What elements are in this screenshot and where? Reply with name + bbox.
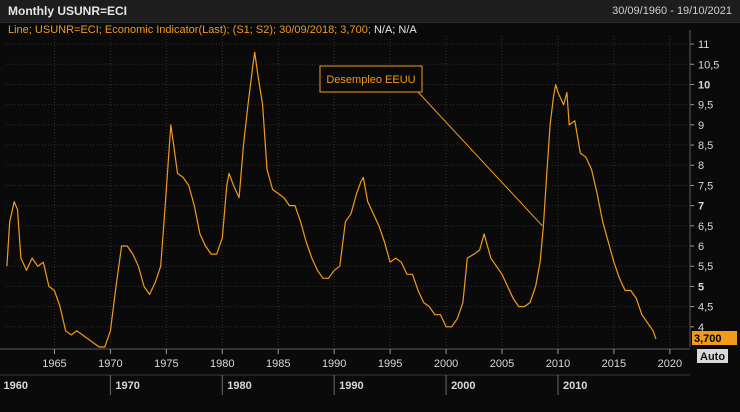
annotation-label: Desempleo EEUU <box>326 74 415 86</box>
y-tick-label: 8 <box>698 160 704 172</box>
x-tick-label: 1980 <box>210 358 234 370</box>
date-range[interactable]: 30/09/1960 - 19/10/2021 <box>612 5 732 17</box>
y-tick-label: 11 <box>698 39 709 51</box>
chart-title-bar: Monthly USUNR=ECI 30/09/1960 - 19/10/202… <box>0 0 740 23</box>
y-tick-label: 7 <box>698 201 704 213</box>
x-tick-label: 1985 <box>266 358 290 370</box>
x-tick-label: 2000 <box>434 358 458 370</box>
series-group <box>6 51 657 348</box>
auto-scale-label: Auto <box>700 351 725 363</box>
annotation-leader-line <box>417 91 543 227</box>
annotation-box[interactable] <box>319 65 423 93</box>
x-tick-label: 1975 <box>154 358 178 370</box>
y-tick-label: 9 <box>698 120 704 132</box>
legend-series-text: Line; USUNR=ECI; Economic Indicator(Last… <box>8 24 371 36</box>
x-tick-label: 2015 <box>602 358 626 370</box>
legend-na-value-1: N/A <box>373 24 393 36</box>
grid-lines <box>6 36 690 347</box>
x-major-label: 2000 <box>451 380 475 392</box>
x-tick-label: 2010 <box>546 358 570 370</box>
series-line[interactable] <box>6 51 657 348</box>
x-tick-label: 1970 <box>98 358 122 370</box>
last-value-badge <box>692 331 737 345</box>
y-tick-label: 6 <box>698 241 704 253</box>
y-tick-label: 10,5 <box>698 59 719 71</box>
x-major-label: 1980 <box>227 380 251 392</box>
x-major-label: 1970 <box>115 380 139 392</box>
x-tick-label: 1990 <box>322 358 346 370</box>
y-tick-label: 6,5 <box>698 221 713 233</box>
y-axis[interactable]: 4 4,5 5 5,5 6 6,5 7 7,5 8 8,5 9 9,5 10 10,5 11 <box>689 30 719 347</box>
y-tick-label: 5 <box>698 281 704 293</box>
x-tick-label: 1995 <box>378 358 402 370</box>
x-major-label: 1990 <box>339 380 363 392</box>
x-axis[interactable]: 1965 1970 1975 1980 1985 1990 1995 2000 2005 2010… <box>0 348 690 395</box>
chart-title: Monthly USUNR=ECI <box>8 4 128 18</box>
x-tick-label: 2020 <box>658 358 682 370</box>
y-tick-label: 7,5 <box>698 180 713 192</box>
y-tick-label: 4,5 <box>698 302 713 314</box>
x-major-label: 2010 <box>563 380 587 392</box>
legend-na-value-2: N/A <box>398 24 417 36</box>
x-tick-label: 2005 <box>490 358 514 370</box>
y-tick-label: 9,5 <box>698 100 713 112</box>
y-tick-label: 8,5 <box>698 140 713 152</box>
legend-separator: ; <box>392 24 396 36</box>
annotation-group: Desempleo EEUU <box>319 65 543 227</box>
y-tick-label: 4 <box>698 322 704 334</box>
y-tick-label: 5,5 <box>698 261 713 273</box>
y-tick-label: 10 <box>698 79 710 91</box>
series-legend[interactable]: Line; USUNR=ECI; Economic Indicator(Last… <box>8 24 417 36</box>
x-tick-label: 1965 <box>42 358 66 370</box>
auto-scale-button[interactable] <box>697 349 728 363</box>
last-value-label: 3,700 <box>694 333 722 345</box>
axis-badges: 3,700 Auto <box>692 331 737 363</box>
x-major-label: 1960 <box>4 380 28 392</box>
